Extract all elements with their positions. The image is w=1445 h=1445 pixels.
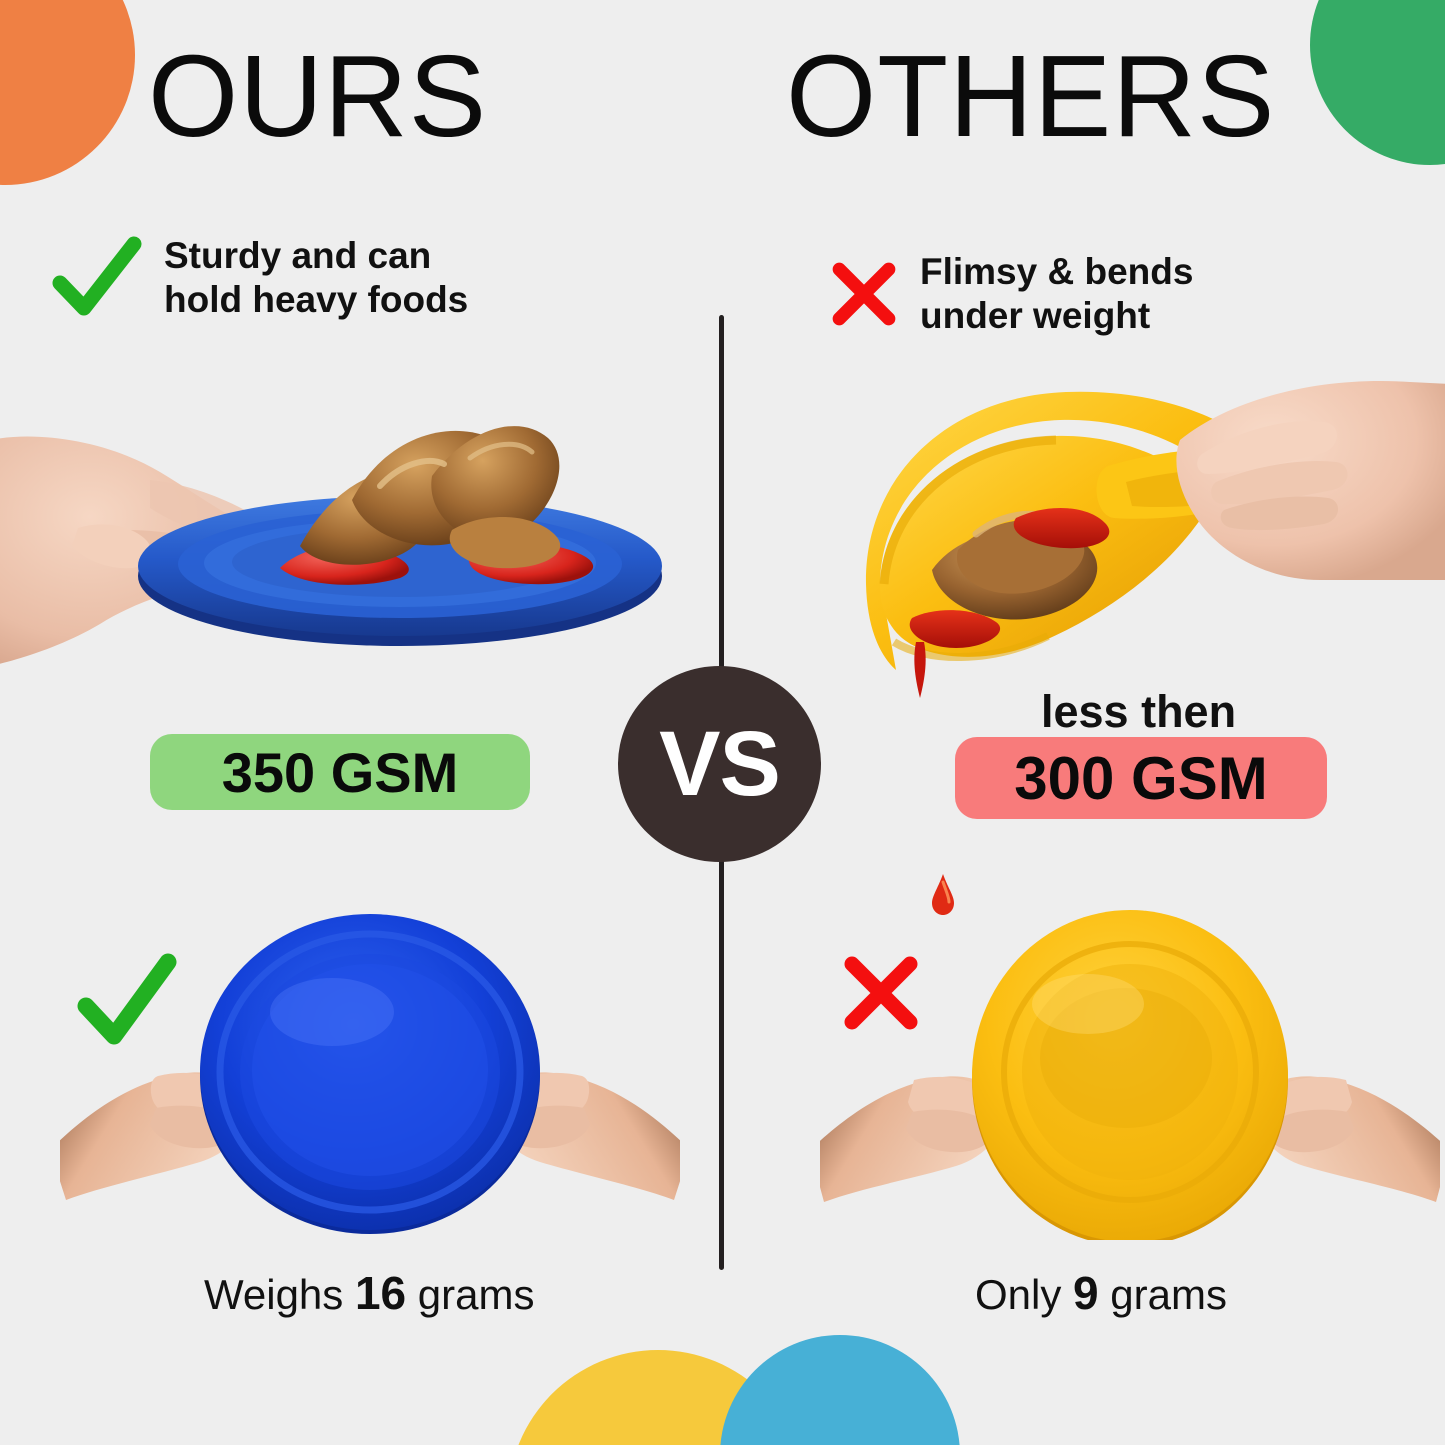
decor-circle-orange [0,0,135,185]
ketchup-drip-icon [932,874,954,915]
weight-caption-ours: Weighs 16 grams [204,1266,535,1320]
green-check-icon-bottom [77,953,177,1045]
claim-left: Sturdy and can hold heavy foods [46,228,468,328]
gsm-pill-ours: 350 GSM [150,734,530,810]
green-check-icon [52,236,142,316]
weight-caption-others: Only 9 grams [975,1266,1227,1320]
weight-prefix-others: Only [975,1271,1074,1318]
claim-right-text: Flimsy & bends under weight [920,251,1194,336]
gsm-pill-others: 300 GSM [955,737,1327,819]
vs-label: VS [659,713,781,815]
heading-others: OTHERS [786,31,1276,161]
red-cross-icon [832,262,896,326]
weight-suffix-ours: grams [406,1271,535,1318]
decor-circle-blue [720,1335,960,1445]
claim-right: Flimsy & bends under weight [826,250,1193,337]
decor-circle-green [1310,0,1445,165]
weight-number-others: 9 [1073,1267,1099,1319]
photo-hand-bending-yellow-plate [865,381,1445,698]
red-cross-icon-bottom [844,956,918,1030]
photo-hand-holding-blue-plate [0,426,662,664]
weight-number-ours: 16 [354,1267,407,1319]
less-then-label: less then [1041,686,1237,737]
photo-two-hands-holding-yellow-plate [820,910,1440,1240]
photo-two-hands-holding-blue-plate [60,914,680,1234]
claim-left-text: Sturdy and can hold heavy foods [164,235,469,320]
vs-badge: VS [618,666,821,862]
weight-suffix-others: grams [1098,1271,1227,1318]
heading-ours: OURS [148,31,488,161]
weight-prefix-ours: Weighs [204,1271,355,1318]
